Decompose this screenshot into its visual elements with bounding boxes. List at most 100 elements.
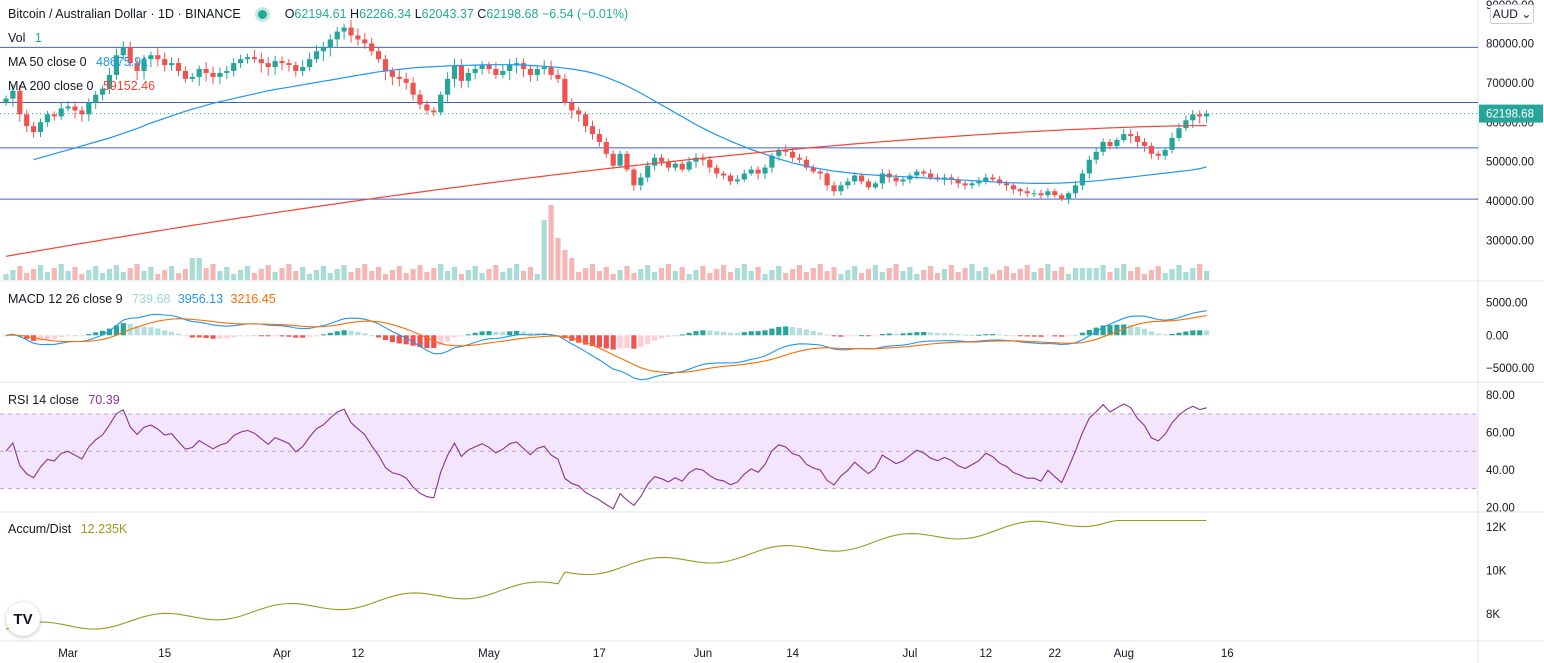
macd-hist-bar xyxy=(1038,335,1044,337)
ad-line xyxy=(5,519,1207,630)
rsi-tick-label: 60.00 xyxy=(1486,428,1515,440)
volume-bar xyxy=(376,267,382,280)
candle-body xyxy=(120,47,126,56)
macd-hist-bar xyxy=(58,335,64,338)
candle-body xyxy=(51,114,57,117)
ad-value: 12.235K xyxy=(80,522,128,536)
macd-hist-bar xyxy=(327,332,333,336)
candle-body xyxy=(1052,191,1058,196)
volume-bar xyxy=(1066,274,1072,280)
volume-bar xyxy=(1038,268,1044,280)
time-tick-label: 14 xyxy=(786,648,799,660)
volume-bar xyxy=(1169,269,1175,280)
ad-tick-label: 12K xyxy=(1486,522,1507,534)
ma50-legend[interactable]: MA 50 close 0 48675.91 xyxy=(8,55,149,69)
macd-hist-bar xyxy=(714,331,720,336)
ma200-legend[interactable]: MA 200 close 0 59152.46 xyxy=(8,79,156,93)
volume-bar xyxy=(1162,273,1168,280)
candle-body xyxy=(1072,185,1079,194)
volume-bar xyxy=(507,268,513,280)
macd-hist-bar xyxy=(37,335,44,341)
candle-body xyxy=(182,70,188,79)
candle-body xyxy=(327,39,333,48)
volume-bar xyxy=(838,274,844,280)
macd-hist-bar xyxy=(686,332,692,336)
macd-hist-bar xyxy=(624,335,630,348)
candle-body xyxy=(1121,134,1127,140)
candle-body xyxy=(189,76,195,79)
volume-bar xyxy=(1052,271,1058,280)
candle-body xyxy=(852,175,858,182)
volume-bar xyxy=(1176,265,1182,280)
macd-hist-bar xyxy=(1066,335,1072,337)
macd-hist-bar xyxy=(879,333,885,336)
candle-body xyxy=(520,63,527,70)
volume-bar xyxy=(700,266,706,280)
ma200-value: 59152.46 xyxy=(102,79,156,93)
candle-body xyxy=(1204,113,1210,117)
volume-bar xyxy=(810,268,816,280)
macd-hist-bar xyxy=(672,335,678,337)
volume-bar xyxy=(120,272,126,280)
volume-bar xyxy=(679,267,685,280)
volume-bar xyxy=(824,271,830,280)
candle-body xyxy=(100,88,106,95)
volume-bar xyxy=(51,268,57,280)
volume-bar xyxy=(1086,268,1092,280)
macd-hist-bar xyxy=(217,335,223,339)
candle-body xyxy=(479,65,485,70)
macd-hist-bar xyxy=(169,331,175,336)
volume-bar xyxy=(148,267,154,280)
volume-bar xyxy=(37,265,44,280)
volume-bar xyxy=(320,266,326,280)
macd-hist-bar xyxy=(1086,329,1092,336)
candle-body xyxy=(3,98,9,103)
macd-hist-bar xyxy=(914,332,920,336)
macd-hist-bar xyxy=(1169,333,1175,336)
volume-bar xyxy=(1003,266,1010,280)
volume-bar xyxy=(569,258,575,280)
candle-body xyxy=(645,165,651,178)
volume-bar xyxy=(1100,265,1106,280)
macd-hist-bar xyxy=(251,335,257,337)
macd-legend[interactable]: MACD 12 26 close 9 739.68 3956.13 3216.4… xyxy=(8,292,276,306)
volume-bar xyxy=(100,273,106,280)
volume-bar xyxy=(997,270,1003,280)
macd-hist-bar xyxy=(741,332,747,336)
macd-hist-value: 739.68 xyxy=(132,292,171,306)
candle-body xyxy=(514,63,520,66)
volume-bar xyxy=(610,274,616,280)
candle-body xyxy=(1024,191,1030,194)
candle-body xyxy=(134,63,140,71)
volume-bar xyxy=(272,272,278,280)
volume-bar xyxy=(127,268,133,280)
volume-bar xyxy=(445,271,451,280)
candle-body xyxy=(962,183,968,186)
candle-body xyxy=(1086,159,1092,174)
candle-body xyxy=(714,167,720,174)
macd-hist-bar xyxy=(120,323,126,336)
volume-bar xyxy=(231,274,237,280)
candle-body xyxy=(576,110,582,115)
macd-hist-bar xyxy=(1204,330,1210,336)
macd-tick-label: 5000.00 xyxy=(1486,298,1528,310)
candle-body xyxy=(472,69,478,73)
volume-bar xyxy=(934,273,941,280)
currency-button[interactable]: AUD ⌄ xyxy=(1490,4,1534,24)
macd-hist-bar xyxy=(631,335,637,349)
macd-hist-bar xyxy=(403,335,409,345)
macd-hist-bar xyxy=(886,333,892,336)
volume-bar xyxy=(17,266,23,280)
rsi-legend[interactable]: RSI 14 close 70.39 xyxy=(8,393,120,407)
candle-body xyxy=(175,63,182,71)
macd-line-value: 3956.13 xyxy=(177,292,224,306)
volume-bar xyxy=(224,267,230,280)
volume-bar xyxy=(1059,267,1065,280)
volume-legend[interactable]: Vol 1 xyxy=(8,31,42,45)
macd-hist-bar xyxy=(1010,335,1016,337)
macd-hist-bar xyxy=(693,331,699,336)
ad-legend[interactable]: Accum/Dist 12.235K xyxy=(8,522,128,536)
volume-bar xyxy=(1072,268,1079,280)
tradingview-logo-icon[interactable]: TV xyxy=(6,602,40,636)
time-tick-label: 15 xyxy=(158,648,171,660)
